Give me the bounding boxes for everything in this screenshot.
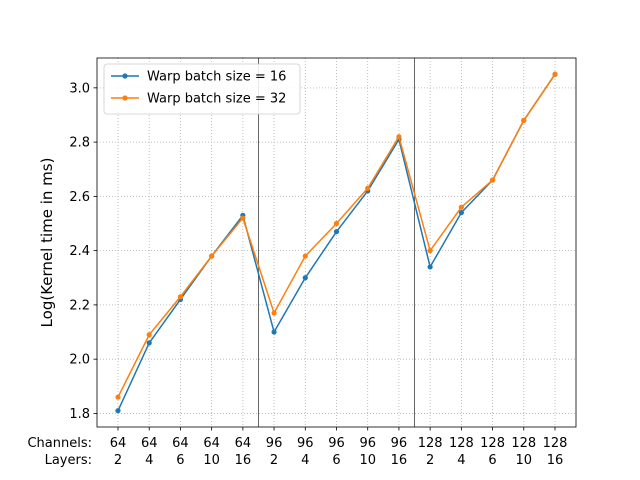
data-point <box>521 117 527 124</box>
x-tick-label-channels: 96 <box>328 436 345 451</box>
x-tick-label-channels: 64 <box>172 436 189 451</box>
x-tick-label-layers: 2 <box>426 453 434 468</box>
y-tick-label: 2.2 <box>69 298 90 313</box>
x-tick-label-layers: 6 <box>488 453 496 468</box>
legend-swatch-marker <box>122 73 128 79</box>
y-axis-label: Log(Kernel time in ms) <box>38 158 56 328</box>
data-point <box>396 134 402 140</box>
x-tick-label-layers: 10 <box>359 453 376 468</box>
channels-row-label: Channels: <box>27 436 92 451</box>
data-point <box>209 253 215 259</box>
x-tick-label-layers: 4 <box>457 453 465 468</box>
x-tick-label-layers: 4 <box>145 453 153 468</box>
layers-row-label: Layers: <box>45 453 92 468</box>
legend-label: Warp batch size = 16 <box>147 70 286 85</box>
y-tick-label: 2.4 <box>69 244 90 259</box>
x-tick-label-channels: 64 <box>110 436 127 451</box>
x-tick-label-channels: 128 <box>449 436 474 451</box>
x-tick-label-channels: 128 <box>543 436 568 451</box>
data-point <box>552 71 558 77</box>
x-tick-label-channels: 64 <box>235 436 252 451</box>
series-group <box>115 71 558 400</box>
data-point <box>427 264 433 270</box>
y-tick-label: 2.6 <box>69 190 90 205</box>
legend-swatch-marker <box>122 95 128 101</box>
data-point <box>458 204 464 210</box>
x-tick-label-layers: 6 <box>176 453 184 468</box>
x-tick-label-layers: 16 <box>235 453 252 468</box>
grid-lines <box>97 58 576 427</box>
data-point <box>115 408 121 414</box>
data-point <box>240 215 246 221</box>
data-point <box>365 185 371 191</box>
data-point <box>271 329 277 335</box>
x-tick-label-layers: 10 <box>516 453 533 468</box>
group-separators <box>258 58 415 427</box>
legend: Warp batch size = 16 Warp batch size = 32 <box>103 63 301 115</box>
x-tick-label-layers: 2 <box>270 453 278 468</box>
data-point <box>302 275 308 281</box>
data-point <box>146 332 152 338</box>
y-tick-label: 1.8 <box>69 407 90 422</box>
x-tick-label-layers: 16 <box>547 453 564 468</box>
data-point <box>333 229 340 235</box>
x-axis-ticks: 6426446466410641696296496696109616128212… <box>110 427 568 468</box>
x-tick-label-channels: 96 <box>266 436 283 451</box>
x-tick-label-layers: 16 <box>391 453 408 468</box>
legend-item: Warp batch size = 16 <box>111 70 286 85</box>
legend-label: Warp batch size = 32 <box>147 92 286 107</box>
x-tick-label-layers: 6 <box>332 453 340 468</box>
data-point <box>177 294 184 300</box>
x-tick-label-channels: 64 <box>203 436 220 451</box>
legend-item: Warp batch size = 32 <box>111 92 286 107</box>
series-group <box>115 71 558 414</box>
x-tick-label-channels: 96 <box>359 436 376 451</box>
data-point <box>271 310 277 316</box>
x-tick-label-channels: 128 <box>511 436 536 451</box>
legend-box <box>103 63 301 115</box>
x-tick-label-channels: 128 <box>480 436 505 451</box>
x-tick-label-layers: 10 <box>203 453 220 468</box>
x-tick-label-layers: 4 <box>301 453 309 468</box>
data-point <box>458 210 464 216</box>
data-point <box>302 253 308 259</box>
x-tick-label-channels: 96 <box>297 436 314 451</box>
y-axis-ticks: 1.8 2.0 2.2 2.4 2.6 2.8 3.0 <box>69 81 97 422</box>
x-tick-label-channels: 64 <box>141 436 158 451</box>
y-tick-label: 3.0 <box>69 81 90 96</box>
x-tick-label-channels: 128 <box>418 436 443 451</box>
data-point <box>146 340 152 346</box>
series-lines <box>115 71 558 414</box>
x-tick-label-layers: 2 <box>114 453 122 468</box>
data-point <box>427 248 433 254</box>
x-tick-label-channels: 96 <box>391 436 408 451</box>
data-point <box>333 220 340 227</box>
y-tick-label: 2.0 <box>69 353 90 368</box>
data-point <box>115 394 121 400</box>
data-point <box>489 177 496 183</box>
y-tick-label: 2.8 <box>69 136 90 151</box>
